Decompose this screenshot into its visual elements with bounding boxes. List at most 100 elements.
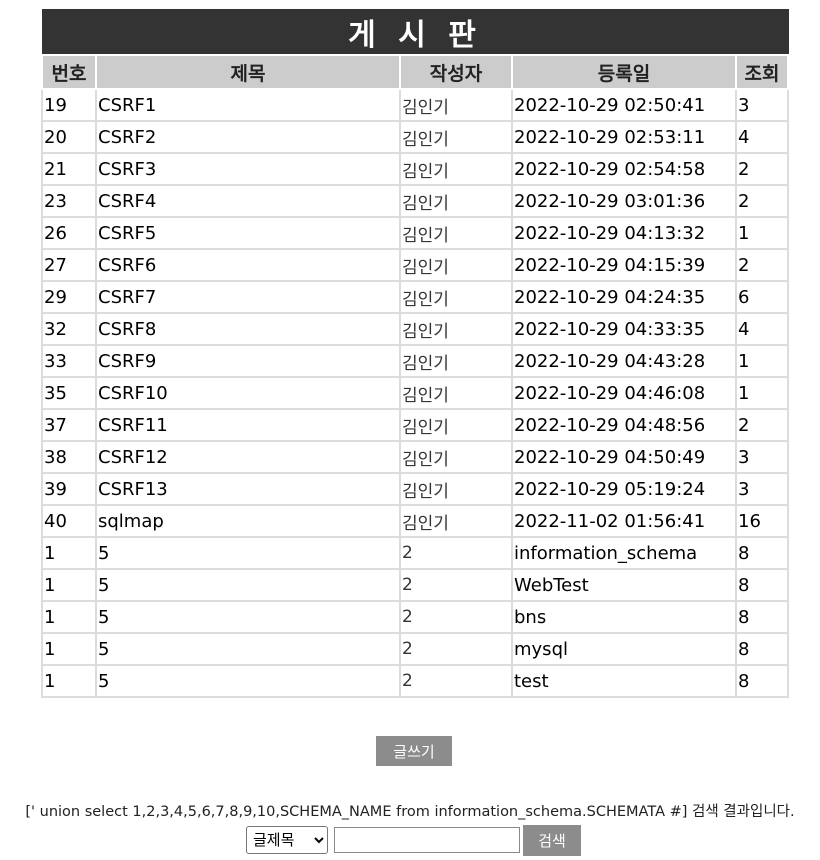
row-number: 38 <box>41 440 97 474</box>
table-row: 33 CSRF9 김인기 2022-10-29 04:43:28 1 <box>41 344 790 378</box>
table-row: 32 CSRF8 김인기 2022-10-29 04:33:35 4 <box>41 312 790 346</box>
row-author: 2 <box>399 632 513 666</box>
row-author: 김인기 <box>399 312 513 346</box>
row-subject[interactable]: 5 <box>95 568 401 602</box>
row-subject[interactable]: 5 <box>95 536 401 570</box>
row-author: 김인기 <box>399 472 513 506</box>
row-date: 2022-10-29 04:50:49 <box>511 440 737 474</box>
row-subject[interactable]: CSRF5 <box>95 216 401 250</box>
row-date: 2022-10-29 04:13:32 <box>511 216 737 250</box>
row-subject[interactable]: CSRF11 <box>95 408 401 442</box>
table-row: 37 CSRF11 김인기 2022-10-29 04:48:56 2 <box>41 408 790 442</box>
row-date: bns <box>511 600 737 634</box>
row-author: 2 <box>399 600 513 634</box>
row-views: 8 <box>734 568 790 602</box>
row-subject[interactable]: 5 <box>95 632 401 666</box>
search-result-text: [' union select 1,2,3,4,5,6,7,8,9,10,SCH… <box>25 804 795 820</box>
row-date: mysql <box>511 632 737 666</box>
table-row: 35 CSRF10 김인기 2022-10-29 04:46:08 1 <box>41 376 790 410</box>
row-date: WebTest <box>511 568 737 602</box>
table-row: 19 CSRF1 김인기 2022-10-29 02:50:41 3 <box>41 88 790 122</box>
column-header-subject: 제목 <box>95 54 401 90</box>
row-number: 1 <box>41 568 97 602</box>
row-subject[interactable]: CSRF2 <box>95 120 401 154</box>
table-row: 40 sqlmap 김인기 2022-11-02 01:56:41 16 <box>41 504 790 538</box>
row-number: 40 <box>41 504 97 538</box>
row-number: 33 <box>41 344 97 378</box>
row-views: 1 <box>734 376 790 410</box>
row-subject[interactable]: CSRF6 <box>95 248 401 282</box>
row-subject[interactable]: CSRF3 <box>95 152 401 186</box>
row-author: 김인기 <box>399 88 513 122</box>
row-author: 2 <box>399 664 513 698</box>
row-views: 3 <box>734 472 790 506</box>
table-row: 27 CSRF6 김인기 2022-10-29 04:15:39 2 <box>41 248 790 282</box>
row-views: 2 <box>734 152 790 186</box>
row-number: 1 <box>41 664 97 698</box>
table-row: 1 5 2 information_schema 8 <box>41 536 790 570</box>
row-number: 37 <box>41 408 97 442</box>
row-date: 2022-10-29 03:01:36 <box>511 184 737 218</box>
column-header-author: 작성자 <box>399 54 513 90</box>
row-author: 김인기 <box>399 120 513 154</box>
table-row: 1 5 2 bns 8 <box>41 600 790 634</box>
row-author: 김인기 <box>399 440 513 474</box>
row-subject[interactable]: CSRF4 <box>95 184 401 218</box>
board-rows: 19 CSRF1 김인기 2022-10-29 02:50:41 3 20 CSRF2 김인기… <box>41 88 790 698</box>
row-views: 16 <box>734 504 790 538</box>
write-button[interactable]: 글쓰기 <box>376 736 452 766</box>
row-subject[interactable]: sqlmap <box>95 504 401 538</box>
row-subject[interactable]: CSRF7 <box>95 280 401 314</box>
row-views: 1 <box>734 344 790 378</box>
row-subject[interactable]: CSRF9 <box>95 344 401 378</box>
column-header-number: 번호 <box>41 54 97 90</box>
row-views: 8 <box>734 536 790 570</box>
row-author: 김인기 <box>399 184 513 218</box>
row-date: 2022-10-29 04:33:35 <box>511 312 737 346</box>
row-views: 4 <box>734 120 790 154</box>
row-subject[interactable]: CSRF8 <box>95 312 401 346</box>
row-subject[interactable]: 5 <box>95 600 401 634</box>
row-subject[interactable]: CSRF12 <box>95 440 401 474</box>
row-date: information_schema <box>511 536 737 570</box>
row-views: 2 <box>734 184 790 218</box>
column-header-views: 조회 <box>734 54 790 90</box>
column-header-date: 등록일 <box>511 54 737 90</box>
table-row: 26 CSRF5 김인기 2022-10-29 04:13:32 1 <box>41 216 790 250</box>
row-subject[interactable]: CSRF1 <box>95 88 401 122</box>
search-field-select[interactable]: 글제목 <box>246 826 328 854</box>
row-author: 김인기 <box>399 344 513 378</box>
row-number: 27 <box>41 248 97 282</box>
row-number: 26 <box>41 216 97 250</box>
row-subject[interactable]: CSRF10 <box>95 376 401 410</box>
row-date: 2022-10-29 02:54:58 <box>511 152 737 186</box>
table-row: 38 CSRF12 김인기 2022-10-29 04:50:49 3 <box>41 440 790 474</box>
row-subject[interactable]: CSRF13 <box>95 472 401 506</box>
table-row: 23 CSRF4 김인기 2022-10-29 03:01:36 2 <box>41 184 790 218</box>
row-views: 2 <box>734 408 790 442</box>
row-number: 23 <box>41 184 97 218</box>
row-date: 2022-10-29 05:19:24 <box>511 472 737 506</box>
row-author: 2 <box>399 536 513 570</box>
row-date: 2022-10-29 04:24:35 <box>511 280 737 314</box>
row-number: 32 <box>41 312 97 346</box>
row-number: 20 <box>41 120 97 154</box>
table-row: 20 CSRF2 김인기 2022-10-29 02:53:11 4 <box>41 120 790 154</box>
row-views: 4 <box>734 312 790 346</box>
row-number: 19 <box>41 88 97 122</box>
search-button[interactable]: 검색 <box>523 825 581 856</box>
table-row: 1 5 2 WebTest 8 <box>41 568 790 602</box>
row-date: 2022-10-29 02:50:41 <box>511 88 737 122</box>
table-row: 21 CSRF3 김인기 2022-10-29 02:54:58 2 <box>41 152 790 186</box>
row-number: 39 <box>41 472 97 506</box>
search-input[interactable] <box>334 827 520 853</box>
row-subject[interactable]: 5 <box>95 664 401 698</box>
row-author: 2 <box>399 568 513 602</box>
row-author: 김인기 <box>399 376 513 410</box>
row-number: 1 <box>41 632 97 666</box>
row-views: 1 <box>734 216 790 250</box>
row-date: test <box>511 664 737 698</box>
row-views: 3 <box>734 88 790 122</box>
row-views: 8 <box>734 664 790 698</box>
row-author: 김인기 <box>399 248 513 282</box>
